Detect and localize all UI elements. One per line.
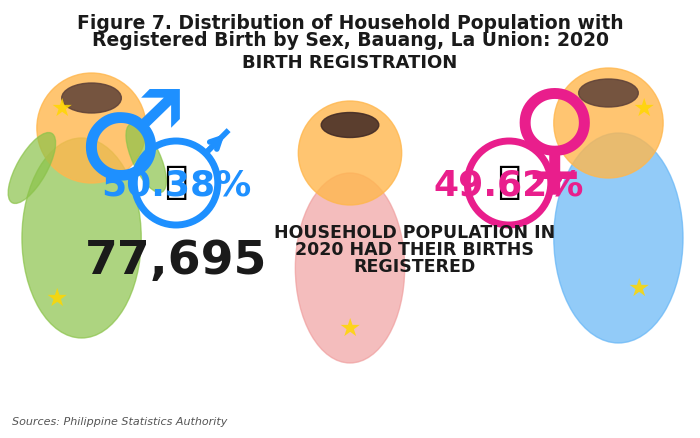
Text: 🧒: 🧒 [164,162,188,201]
Text: ★: ★ [339,316,361,340]
Ellipse shape [126,124,167,193]
Text: 👧: 👧 [498,162,521,201]
Text: 77,695: 77,695 [85,238,267,283]
Text: HOUSEHOLD POPULATION IN: HOUSEHOLD POPULATION IN [274,223,555,241]
Circle shape [554,69,663,179]
Ellipse shape [295,173,405,363]
Text: REGISTERED: REGISTERED [354,258,476,276]
Text: ★: ★ [46,286,68,310]
Ellipse shape [8,133,55,204]
Ellipse shape [579,80,638,108]
Text: ♂: ♂ [76,83,188,204]
Text: 49.62%: 49.62% [434,169,584,202]
Text: 2020 HAD THEIR BIRTHS: 2020 HAD THEIR BIRTHS [295,240,534,258]
Text: Sources: Philippine Statistics Authority: Sources: Philippine Statistics Authority [12,416,228,426]
Circle shape [298,102,402,205]
Text: ★: ★ [632,97,654,121]
Ellipse shape [22,139,141,338]
Text: BIRTH REGISTRATION: BIRTH REGISTRATION [242,54,458,72]
Circle shape [37,74,146,184]
Text: 50.38%: 50.38% [101,169,251,202]
Ellipse shape [554,134,683,343]
Ellipse shape [62,84,121,114]
Text: ★: ★ [627,276,650,300]
Text: ♀: ♀ [508,83,599,204]
Text: ★: ★ [50,97,73,121]
Text: Registered Birth by Sex, Bauang, La Union: 2020: Registered Birth by Sex, Bauang, La Unio… [92,31,608,50]
Text: Figure 7. Distribution of Household Population with: Figure 7. Distribution of Household Popu… [77,14,623,33]
Ellipse shape [321,113,379,138]
